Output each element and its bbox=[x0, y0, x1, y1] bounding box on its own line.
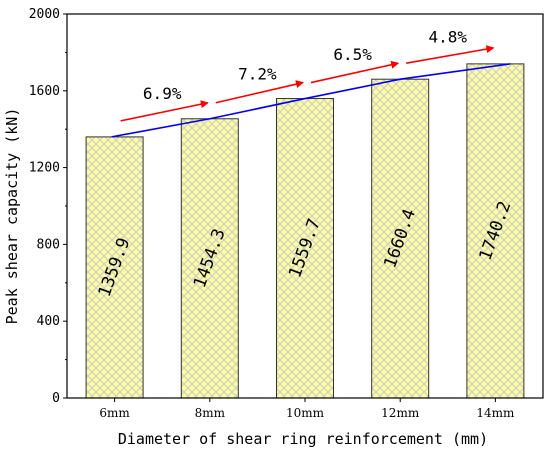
y-tick-label: 1600 bbox=[29, 84, 60, 99]
x-tick-label: 10mm bbox=[286, 406, 325, 420]
y-tick-label: 1200 bbox=[29, 161, 60, 176]
increment-arrow bbox=[215, 80, 304, 104]
increment-arrows-layer: 6.9% 7.2% 6.5% 4.8% bbox=[120, 28, 495, 122]
increment-label: 6.5% bbox=[333, 45, 372, 64]
trend-layer bbox=[111, 63, 511, 138]
increment-label: 7.2% bbox=[238, 65, 277, 84]
y-axis-title: Peak shear capacity (kN) bbox=[3, 108, 21, 325]
y-tick-label: 400 bbox=[37, 314, 60, 329]
increment-arrow bbox=[310, 60, 400, 84]
x-tick-label: 8mm bbox=[195, 406, 226, 420]
bars-layer: 1359.9 1454.3 1559.7 1660.4 1740.2 bbox=[85, 63, 525, 399]
increment-arrow bbox=[406, 45, 495, 64]
axes-layer: 0 400 800 1200 1600 2000 6mm 8mm 10mm 12mm 14mm bbox=[29, 7, 544, 420]
x-tick-label: 6mm bbox=[99, 406, 130, 420]
y-tick-label: 800 bbox=[37, 237, 60, 252]
increment-label: 6.9% bbox=[143, 84, 182, 103]
bar-10mm bbox=[276, 98, 334, 399]
x-tick-label: 14mm bbox=[476, 406, 515, 420]
y-tick-label: 0 bbox=[52, 391, 60, 406]
bar-6mm bbox=[85, 136, 144, 399]
increment-arrow bbox=[120, 100, 209, 122]
trend-line bbox=[111, 63, 511, 138]
x-axis-title: Diameter of shear ring reinforcement (mm… bbox=[118, 430, 488, 448]
increment-label: 4.8% bbox=[429, 28, 468, 47]
x-tick-label: 12mm bbox=[381, 406, 420, 420]
y-tick-label: 2000 bbox=[29, 7, 60, 22]
